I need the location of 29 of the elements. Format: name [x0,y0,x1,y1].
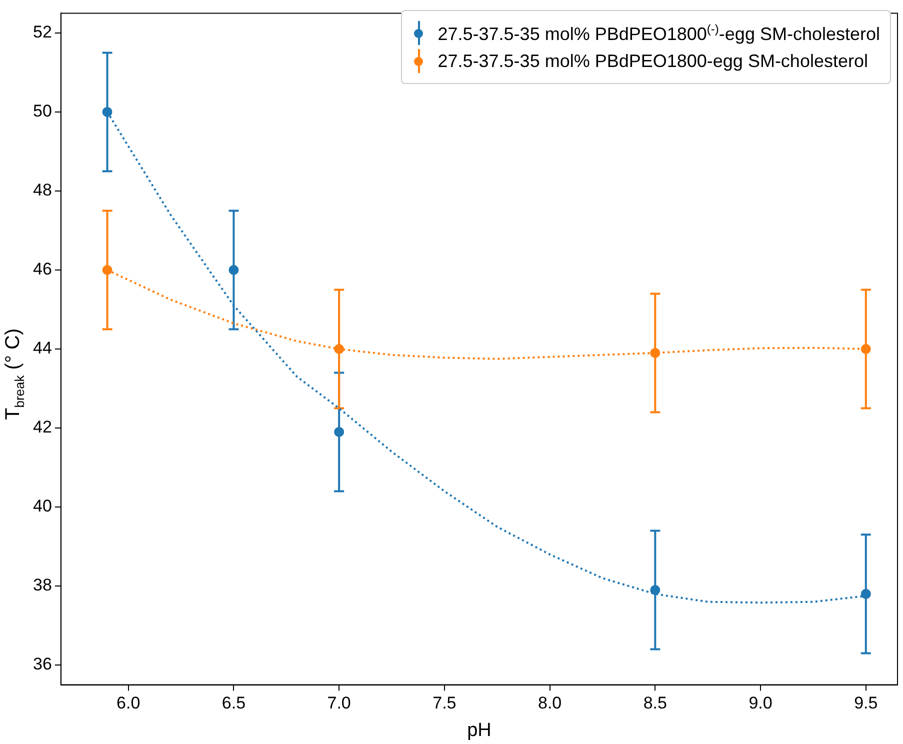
point [650,348,660,358]
point [860,588,871,599]
y-tick-label: 44 [32,338,52,358]
x-tick-label: 7.0 [327,694,351,713]
x-tick-label: 6.5 [222,694,246,713]
y-tick-label: 36 [32,654,52,674]
point [860,344,871,354]
x-tick-label: 7.5 [432,694,456,713]
point [334,426,344,437]
x-tick-label: 9.0 [748,694,772,713]
point [102,264,112,275]
y-tick-label: 42 [32,418,52,437]
y-tick-label: 46 [32,260,52,279]
point [102,106,112,117]
point [228,264,239,275]
legend-label: 27.5-37.5-35 mol% PBdPEO1800$^{(-)}$-egg SM-cholesterol [438,22,880,44]
point [650,584,660,595]
legend-label: 27.5-37.5-35 mol% PBdPEO1800-egg SM-cholesterol [438,50,868,72]
x-tick-label: 8.0 [538,694,562,713]
y-tick-label: 52 [32,22,52,42]
x-tick-label: 9.5 [854,694,878,713]
y-tick-label: 50 [32,102,52,121]
x-tick-label: 8.5 [643,694,667,713]
x-tick-label: 6.0 [116,694,140,713]
y-tick-label: 38 [32,576,52,595]
y-tick-label: 48 [32,180,52,200]
point [334,344,344,354]
y-tick-label: 40 [32,496,52,516]
x-axis-title: pH [467,720,492,741]
